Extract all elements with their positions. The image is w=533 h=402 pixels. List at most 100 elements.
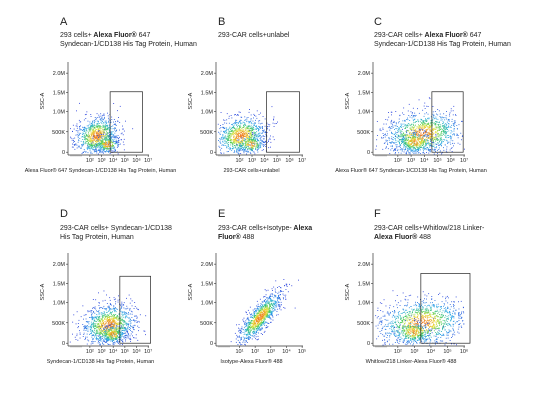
event-dot [448, 119, 450, 120]
event-dot [403, 136, 405, 138]
event-dot [96, 314, 98, 315]
event-dot [421, 129, 423, 130]
event-dot [247, 151, 249, 153]
event-dot [91, 316, 93, 318]
x-tick-label: 10⁶ [447, 157, 455, 164]
event-dot [105, 128, 106, 130]
event-dot [401, 138, 403, 140]
event-dot [436, 132, 438, 134]
event-dot [91, 128, 93, 130]
event-dot [228, 117, 230, 119]
event-dot [437, 152, 438, 154]
event-dot [401, 148, 403, 150]
event-dot [436, 146, 437, 148]
event-dot [428, 131, 430, 133]
event-dot [87, 329, 89, 331]
event-dot [420, 135, 422, 137]
event-dot [134, 319, 135, 321]
event-dot [260, 112, 261, 114]
event-dot [131, 326, 133, 327]
event-dot [122, 304, 124, 305]
event-dot [428, 127, 430, 129]
event-dot [428, 124, 429, 125]
event-dot [409, 120, 411, 121]
event-dot [417, 142, 418, 144]
event-dot [232, 131, 234, 133]
event-dot [96, 132, 97, 134]
event-dot [105, 319, 107, 321]
event-dot [397, 140, 399, 142]
event-dot [104, 137, 106, 139]
event-dot [139, 314, 141, 316]
event-dot [239, 146, 241, 148]
event-dot [250, 114, 252, 116]
event-dot [414, 125, 416, 127]
event-dot [453, 145, 454, 147]
event-dot [85, 138, 87, 139]
event-dot [242, 129, 244, 131]
event-dot [101, 120, 103, 122]
event-dot [118, 339, 120, 340]
event-dot [253, 139, 255, 141]
event-dot [80, 140, 82, 142]
event-dot [243, 140, 244, 141]
event-dot [231, 134, 233, 136]
event-dot [396, 147, 398, 149]
event-dot [224, 135, 226, 137]
event-dot [425, 120, 427, 122]
event-dot [85, 141, 87, 142]
event-dot [399, 135, 401, 137]
event-dot [424, 131, 426, 133]
x-tick-label: 10⁵ [273, 157, 281, 164]
event-dot [245, 142, 247, 144]
event-dot [250, 118, 252, 120]
event-dot [107, 334, 109, 336]
event-dot [104, 313, 106, 315]
event-dot [92, 137, 94, 139]
event-dot [250, 153, 252, 154]
y-tick-label: 500K [52, 321, 65, 327]
event-dot [445, 125, 447, 127]
event-dot [111, 150, 113, 152]
event-dot [95, 138, 97, 140]
event-dot [97, 136, 99, 138]
event-dot [83, 142, 84, 144]
event-dot [110, 148, 112, 150]
event-dot [227, 129, 229, 130]
caption-segment: His Tag Protein, Human [60, 234, 134, 241]
event-dot [445, 136, 446, 138]
event-dot [236, 144, 238, 146]
event-dot [235, 133, 237, 135]
event-dot [433, 149, 435, 150]
event-dot [430, 138, 432, 140]
event-dot [387, 148, 389, 150]
event-dot [439, 140, 441, 141]
event-dot [105, 133, 107, 135]
event-dot [118, 318, 120, 319]
event-dot [392, 123, 393, 125]
event-dot [110, 304, 112, 306]
event-dot [413, 141, 415, 143]
event-dot [94, 332, 96, 334]
event-dot [395, 140, 397, 142]
event-dot [405, 153, 407, 155]
event-dot [388, 137, 390, 139]
event-dot [86, 111, 88, 113]
event-dot [419, 138, 421, 140]
event-dot [120, 319, 122, 321]
event-dot [91, 141, 93, 143]
event-dot [231, 149, 233, 151]
event-dot [230, 142, 231, 144]
event-dot [414, 149, 416, 151]
event-dot [93, 142, 94, 144]
event-dot [114, 146, 116, 148]
event-dot [244, 130, 246, 132]
event-dot [246, 146, 248, 148]
event-dot [82, 126, 84, 128]
event-dot [418, 135, 420, 137]
event-dot [436, 113, 437, 115]
event-dot [428, 138, 430, 139]
event-dot [93, 330, 95, 332]
event-dot [411, 141, 413, 143]
event-dot [425, 140, 427, 142]
